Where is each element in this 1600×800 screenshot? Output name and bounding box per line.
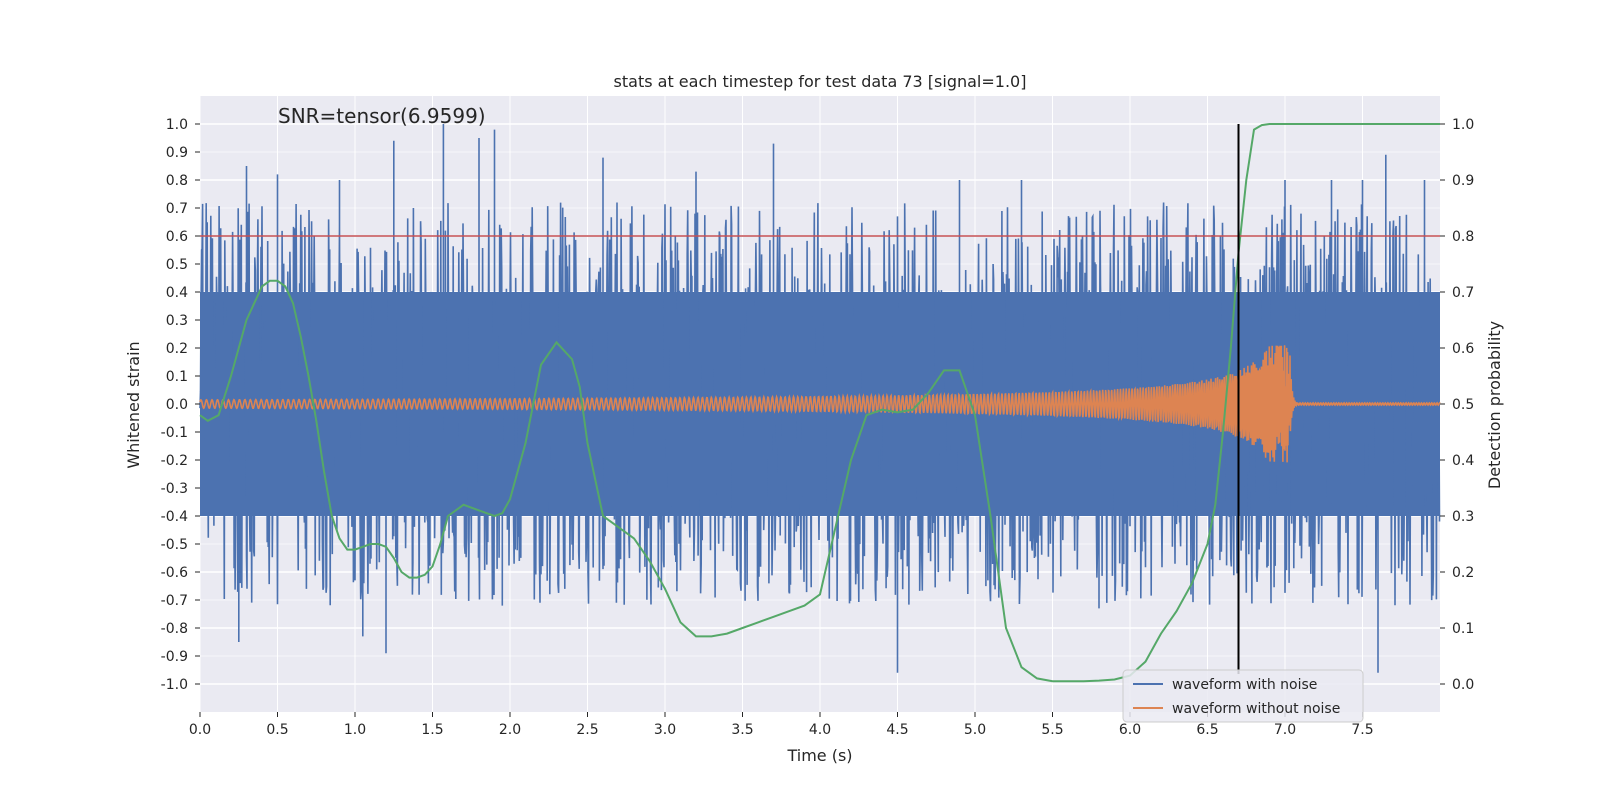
- y-right-tick-label: 0.4: [1452, 453, 1474, 469]
- series-detection-probability: [199, 123, 1440, 683]
- y-tick-label: -0.9: [161, 649, 188, 665]
- y-tick-label: -0.4: [161, 509, 188, 525]
- x-tick-label: 3.5: [731, 722, 753, 738]
- x-tick-label: 0.5: [266, 722, 288, 738]
- y-right-tick-label: 0.5: [1452, 397, 1474, 413]
- snr-annotation: SNR=tensor(6.9599): [278, 104, 486, 128]
- y-tick-label: 1.0: [166, 117, 188, 133]
- y-tick-label: -0.6: [161, 565, 188, 581]
- y-tick-label: 0.2: [166, 341, 188, 357]
- legend-label-waveform-with-noise: waveform with noise: [1172, 677, 1317, 693]
- legend-box: [1122, 669, 1364, 723]
- x-tick-label: 3.0: [654, 722, 676, 738]
- y-tick-label: 0.9: [166, 145, 188, 161]
- y-right-tick-label: 0.9: [1452, 173, 1474, 189]
- y-right-tick-label: 0.7: [1452, 285, 1474, 301]
- y-tick-label: -0.7: [161, 593, 188, 609]
- y-right-tick-label: 0.8: [1452, 229, 1474, 245]
- y-axis-right-ticks: 1.0 0.9 0.8 0.7 0.6 0.5 0.4 0.3 0.2 0.1 0.0: [1440, 117, 1474, 693]
- y-tick-label: 0.8: [166, 173, 188, 189]
- y-tick-label: -0.2: [161, 453, 188, 469]
- x-tick-label: 7.5: [1351, 722, 1373, 738]
- y-tick-label: -0.3: [161, 481, 188, 497]
- y-tick-label: 0.3: [166, 313, 188, 329]
- series-waveform-without-noise: [199, 345, 1441, 463]
- y-axis-label: Whitened strain: [124, 341, 143, 468]
- y-right-tick-label: 0.0: [1452, 677, 1474, 693]
- x-tick-label: 4.5: [886, 722, 908, 738]
- y-right-tick-label: 0.6: [1452, 341, 1474, 357]
- y-tick-label: -0.8: [161, 621, 188, 637]
- probability-trace: [199, 123, 1440, 683]
- x-axis-label: Time (s): [786, 746, 852, 765]
- y-tick-label: -0.1: [161, 425, 188, 441]
- legend-label-waveform-without-noise: waveform without noise: [1172, 701, 1340, 717]
- y-axis-right-label: Detection probability: [1485, 321, 1504, 489]
- y-tick-label: -0.5: [161, 537, 188, 553]
- y-tick-label: 0.5: [166, 257, 188, 273]
- x-tick-label: 7.0: [1274, 722, 1296, 738]
- x-tick-label: 2.5: [576, 722, 598, 738]
- y-axis-ticks: 1.0 0.9 0.8 0.7 0.6 0.5 0.4 0.3 0.2 0.1 0.0 -0.1 -0.…: [161, 117, 200, 693]
- y-tick-label: -1.0: [161, 677, 188, 693]
- x-tick-label: 6.5: [1196, 722, 1218, 738]
- y-tick-label: 0.4: [166, 285, 188, 301]
- x-tick-label: 5.5: [1041, 722, 1063, 738]
- y-right-tick-label: 0.1: [1452, 621, 1474, 637]
- x-tick-label: 0.0: [189, 722, 211, 738]
- x-tick-label: 2.0: [499, 722, 521, 738]
- y-tick-label: 0.7: [166, 201, 188, 217]
- y-tick-label: 0.6: [166, 229, 188, 245]
- y-right-tick-label: 0.2: [1452, 565, 1474, 581]
- x-tick-label: 1.0: [344, 722, 366, 738]
- y-right-tick-label: 0.3: [1452, 509, 1474, 525]
- x-axis-ticks: 0.0 0.5 1.0 1.5 2.0 2.5 3.0 3.5 4.0 4.5 5.0 5.5 6.0 6…: [189, 712, 1374, 738]
- y-right-tick-label: 1.0: [1452, 117, 1474, 133]
- x-tick-label: 6.0: [1119, 722, 1141, 738]
- y-tick-label: 0.1: [166, 369, 188, 385]
- legend: waveform with noise waveform without noi…: [1122, 669, 1364, 723]
- clean-trace: [199, 345, 1441, 463]
- x-tick-label: 1.5: [421, 722, 443, 738]
- x-tick-label: 4.0: [809, 722, 831, 738]
- chart-title: stats at each timestep for test data 73 …: [614, 72, 1027, 91]
- y-tick-label: 0.0: [166, 397, 188, 413]
- x-tick-label: 5.0: [964, 722, 986, 738]
